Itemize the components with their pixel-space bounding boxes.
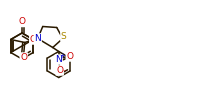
Text: O: O <box>66 52 73 61</box>
Text: S: S <box>61 32 67 41</box>
Text: O: O <box>19 17 25 26</box>
Text: O: O <box>30 35 37 44</box>
Text: O: O <box>56 66 63 75</box>
Text: O: O <box>20 53 27 62</box>
Text: N: N <box>34 34 41 43</box>
Text: ⁻: ⁻ <box>63 69 67 76</box>
Text: N: N <box>55 55 62 64</box>
Text: +: + <box>59 54 65 60</box>
